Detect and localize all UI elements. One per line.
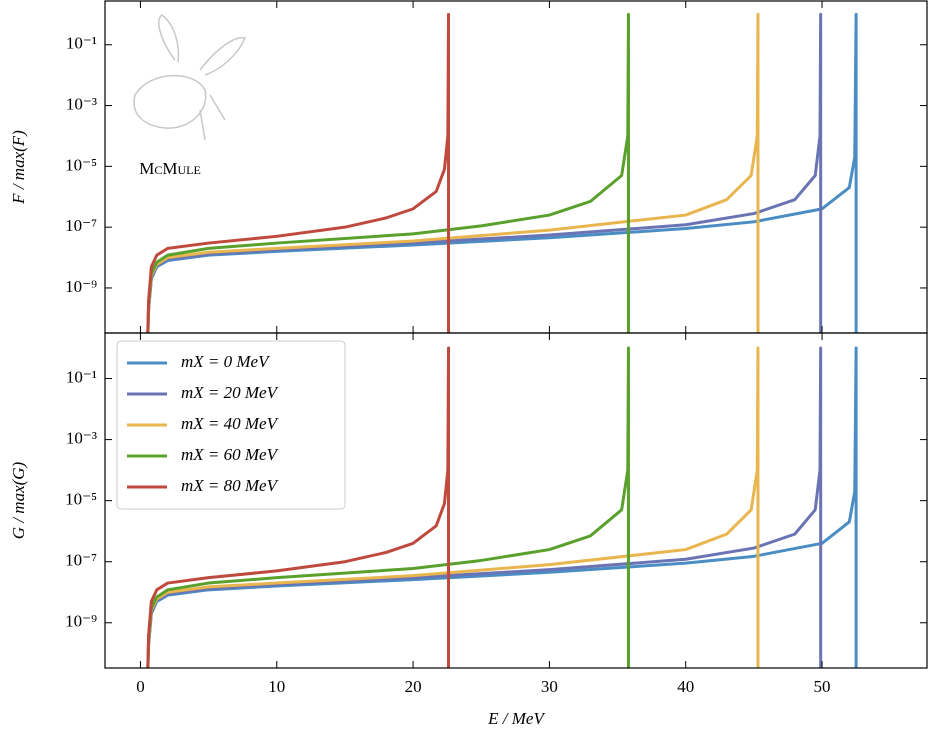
y-tick-label: 10⁻⁷ [65, 216, 97, 235]
x-tick-label: 40 [677, 677, 694, 696]
legend-box [116, 340, 346, 510]
x-tick-label: 0 [136, 677, 145, 696]
x-tick-label: 50 [814, 677, 831, 696]
logo-wing [199, 36, 247, 76]
series-line [146, 12, 760, 333]
watermark-logo [133, 14, 247, 141]
y-tick-label: 10⁻¹ [66, 367, 97, 386]
y-tick-label: 10⁻⁵ [65, 490, 97, 509]
series-line [146, 12, 823, 333]
y-tick-label: 10⁻¹ [66, 34, 97, 53]
y-axis-label: G / max(G) [9, 461, 28, 539]
watermark: McMule [139, 159, 201, 178]
x-tick-label: 20 [405, 677, 422, 696]
series-line [146, 12, 630, 333]
legend-label: mX = 60 MeV [181, 445, 280, 464]
y-tick-label: 10⁻⁹ [65, 277, 97, 296]
plot-lines [146, 12, 858, 333]
plot-lines [146, 346, 858, 668]
logo-head [133, 74, 207, 129]
axes-frame [104, 0, 928, 334]
series-line [146, 346, 630, 668]
legend-label: mX = 0 MeV [181, 352, 271, 371]
series-line [146, 346, 451, 668]
y-axis-label: F / max(F) [9, 130, 28, 205]
legend-label: mX = 20 MeV [181, 383, 280, 402]
y-tick-label: 10⁻⁵ [65, 155, 97, 174]
logo-leg [199, 94, 226, 141]
legend-label: mX = 80 MeV [181, 476, 280, 495]
series-line [146, 12, 451, 333]
y-tick-label: 10⁻⁹ [65, 612, 97, 631]
y-tick-label: 10⁻⁷ [65, 551, 97, 570]
y-tick-label: 10⁻³ [66, 428, 97, 447]
legend-label: mX = 40 MeV [181, 414, 280, 433]
series-line [146, 12, 858, 333]
x-tick-label: 30 [541, 677, 558, 696]
y-tick-label: 10⁻³ [66, 94, 97, 113]
logo-wing [158, 14, 180, 63]
x-axis-label: E / MeV [487, 709, 546, 728]
x-tick-label: 10 [268, 677, 285, 696]
